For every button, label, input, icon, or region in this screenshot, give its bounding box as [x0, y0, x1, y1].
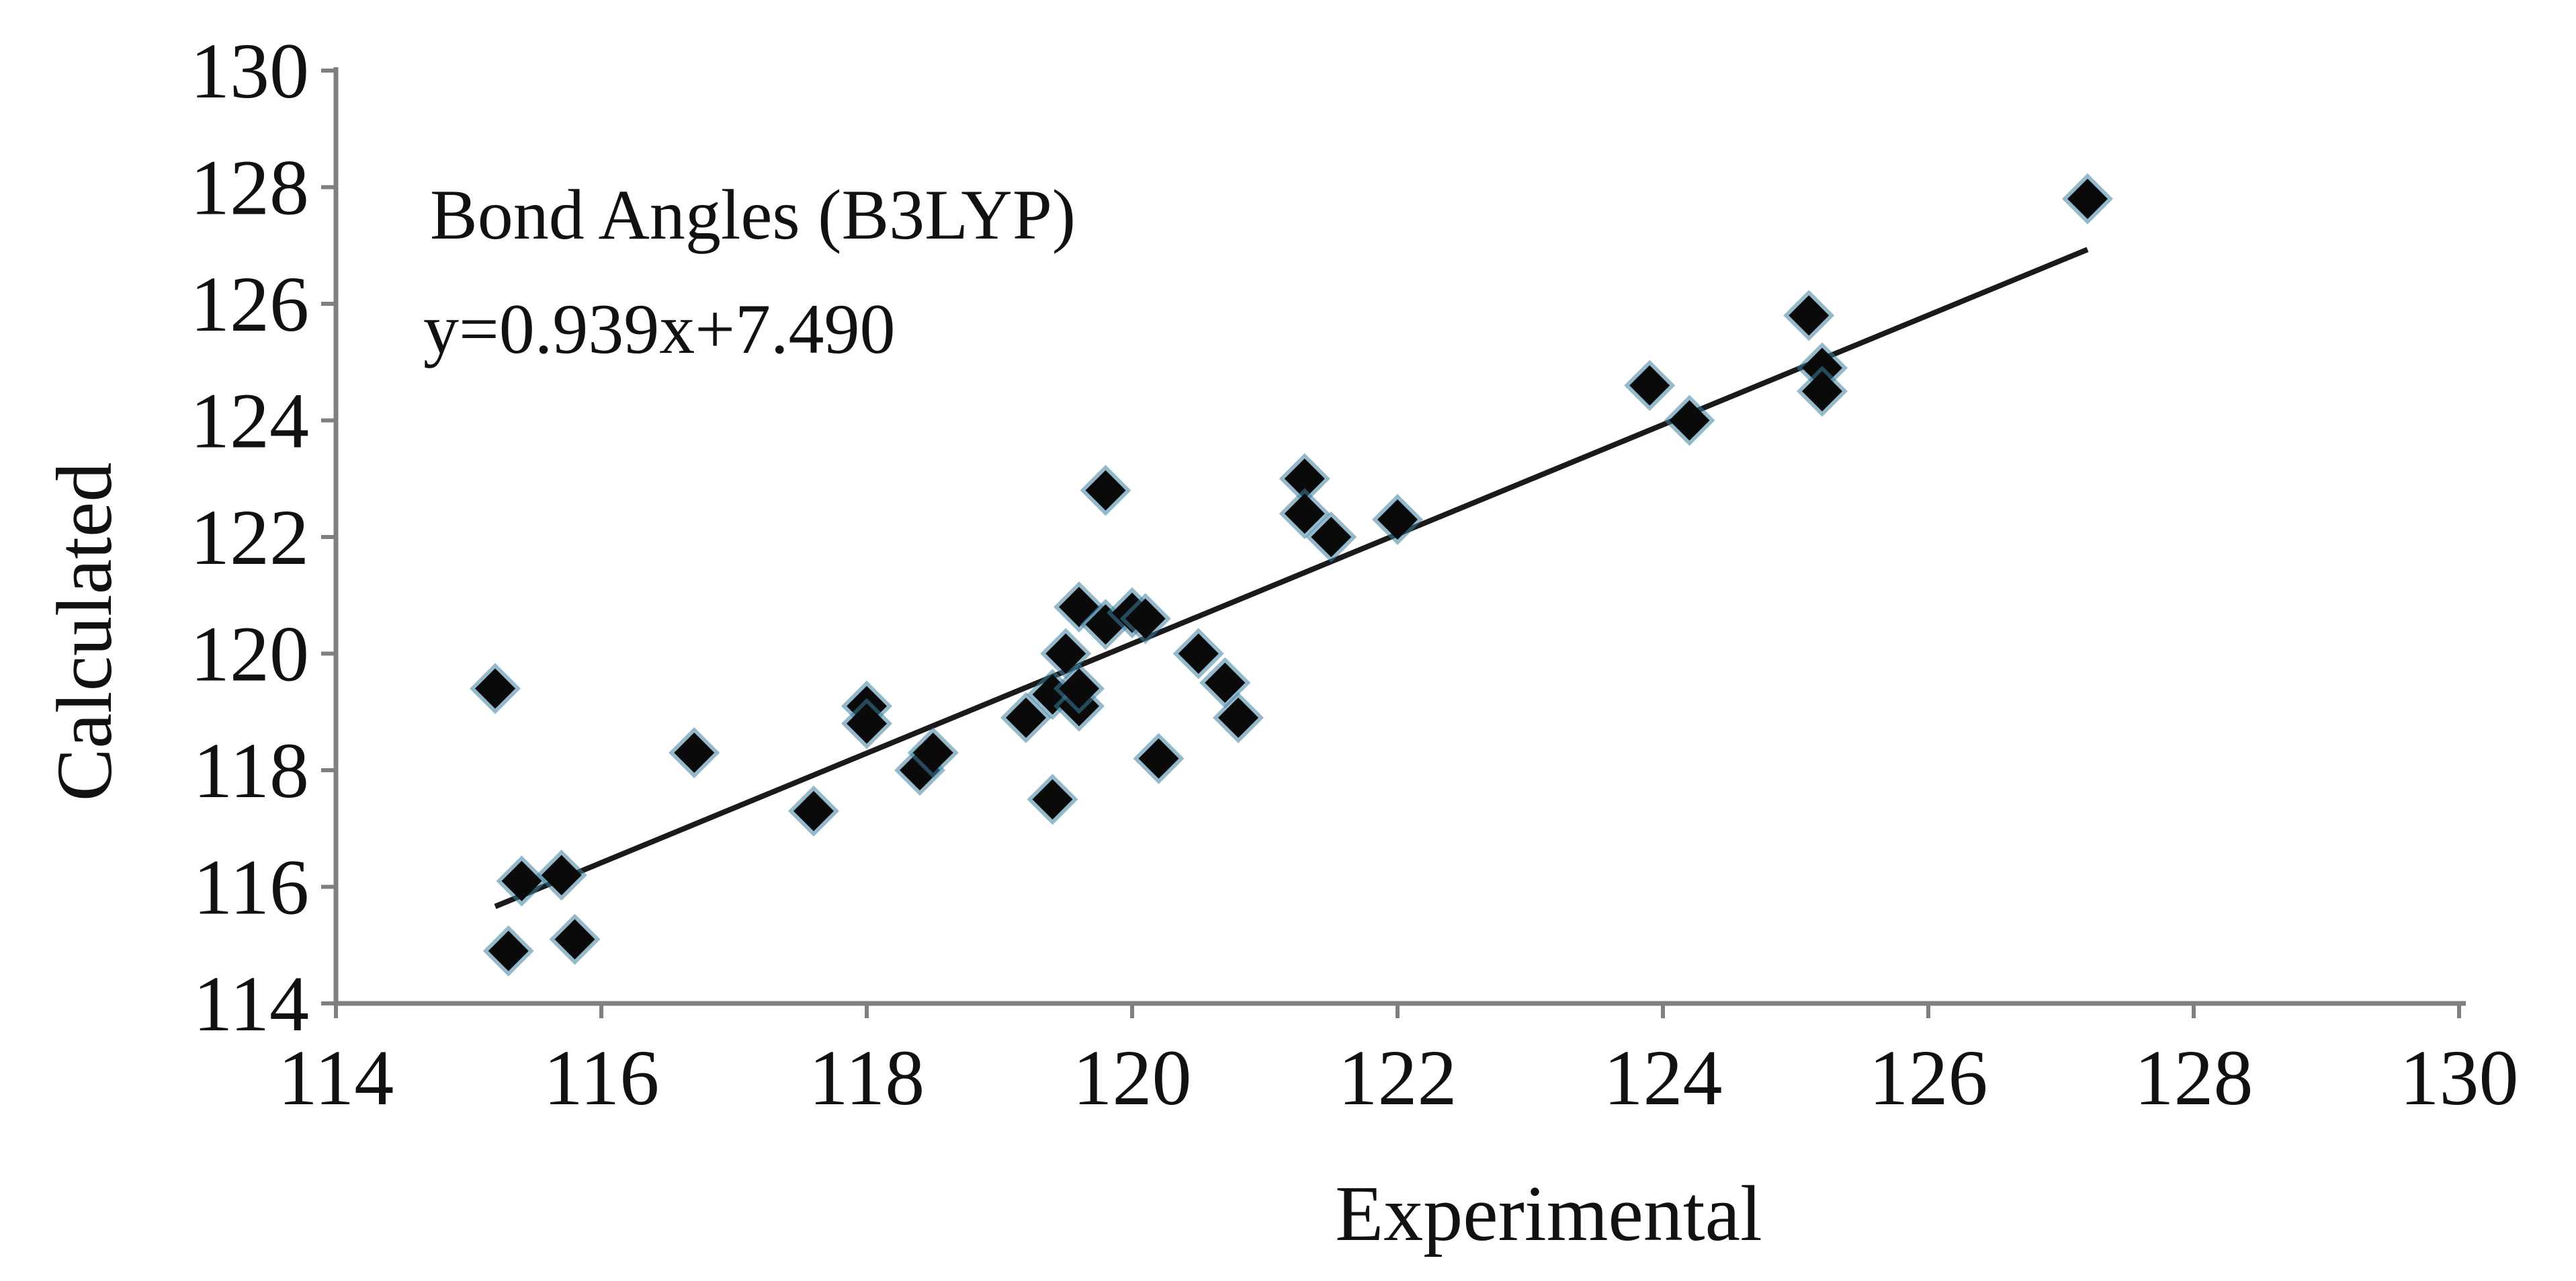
tick-labels-layer: 114 116 118 120 122 124 126 128 130 114 116 118 120 1… — [190, 27, 2519, 1122]
data-point — [496, 855, 548, 907]
data-point-marker — [1059, 668, 1099, 709]
data-point-marker — [1284, 493, 1325, 534]
data-point — [1372, 493, 1423, 545]
data-point-marker — [1045, 633, 1086, 674]
data-point — [1027, 774, 1078, 825]
x-tick-label: 114 — [278, 1034, 394, 1122]
x-axis-title: Experimental — [1335, 1169, 1762, 1257]
data-point-marker — [501, 860, 542, 901]
x-tick-label: 130 — [2400, 1034, 2519, 1122]
data-point — [1783, 290, 1835, 341]
data-point — [535, 850, 587, 901]
data-point — [669, 727, 720, 778]
data-point-marker — [674, 732, 715, 773]
data-point-marker — [1085, 470, 1126, 511]
data-point — [1080, 464, 1131, 516]
data-point-marker — [1311, 517, 1352, 557]
data-point — [482, 925, 534, 977]
data-point-marker — [541, 855, 582, 896]
data-point — [1172, 628, 1224, 679]
x-tick-label: 128 — [2135, 1034, 2253, 1122]
data-point — [1279, 453, 1330, 505]
data-point-marker — [554, 919, 595, 960]
data-point-marker — [1629, 365, 1670, 406]
data-point-marker — [1138, 738, 1179, 779]
data-point-marker — [1377, 499, 1418, 540]
x-tick-label: 126 — [1869, 1034, 1988, 1122]
y-tick-label: 118 — [193, 727, 309, 815]
data-point-marker — [1669, 400, 1710, 441]
data-point-marker — [1802, 371, 1842, 412]
data-point-marker — [793, 790, 834, 831]
data-point-marker — [2067, 178, 2108, 219]
data-point-marker — [1178, 633, 1219, 674]
data-point-marker — [475, 668, 515, 709]
data-point — [907, 727, 959, 778]
data-point — [1119, 593, 1171, 645]
data-point-marker — [1789, 295, 1830, 336]
data-point-marker — [1218, 697, 1258, 738]
data-point — [1199, 657, 1251, 708]
data-point-marker — [1125, 598, 1166, 639]
data-point — [1054, 663, 1105, 714]
data-point — [1213, 692, 1264, 743]
data-point-marker — [1284, 458, 1325, 499]
chart-annotation-equation: y=0.939x+7.490 — [423, 290, 896, 368]
y-tick-label: 130 — [190, 27, 309, 115]
y-tick-label: 128 — [190, 144, 309, 232]
data-point — [549, 913, 601, 965]
data-point — [1664, 395, 1715, 446]
axes-layer — [321, 67, 2466, 1018]
y-tick-label: 122 — [190, 493, 309, 581]
x-tick-label: 120 — [1073, 1034, 1192, 1122]
data-point — [470, 663, 521, 714]
data-point — [841, 698, 892, 749]
data-point — [1305, 511, 1357, 563]
y-axis-title: Calculated — [40, 462, 128, 802]
data-point-marker — [488, 930, 529, 971]
data-point-marker — [912, 732, 953, 773]
y-tick-label: 116 — [193, 843, 309, 932]
data-point — [1624, 360, 1676, 411]
x-tick-label: 116 — [544, 1034, 660, 1122]
data-point-marker — [847, 703, 887, 744]
data-point — [788, 785, 839, 837]
points-layer — [470, 173, 2113, 977]
data-point — [2062, 173, 2113, 224]
data-point — [1133, 733, 1185, 784]
data-point-marker — [1006, 697, 1046, 738]
y-tick-label: 120 — [190, 610, 309, 698]
data-point — [1797, 366, 1848, 417]
data-point-marker — [1205, 662, 1246, 703]
x-tick-label: 124 — [1604, 1034, 1723, 1122]
x-tick-label: 118 — [809, 1034, 925, 1122]
y-tick-label: 126 — [190, 260, 309, 348]
y-tick-label: 124 — [190, 377, 309, 465]
x-tick-label: 122 — [1338, 1034, 1457, 1122]
data-point-marker — [1032, 779, 1073, 820]
y-tick-label: 114 — [193, 960, 309, 1048]
chart-annotation-title: Bond Angles (B3LYP) — [430, 175, 1076, 254]
